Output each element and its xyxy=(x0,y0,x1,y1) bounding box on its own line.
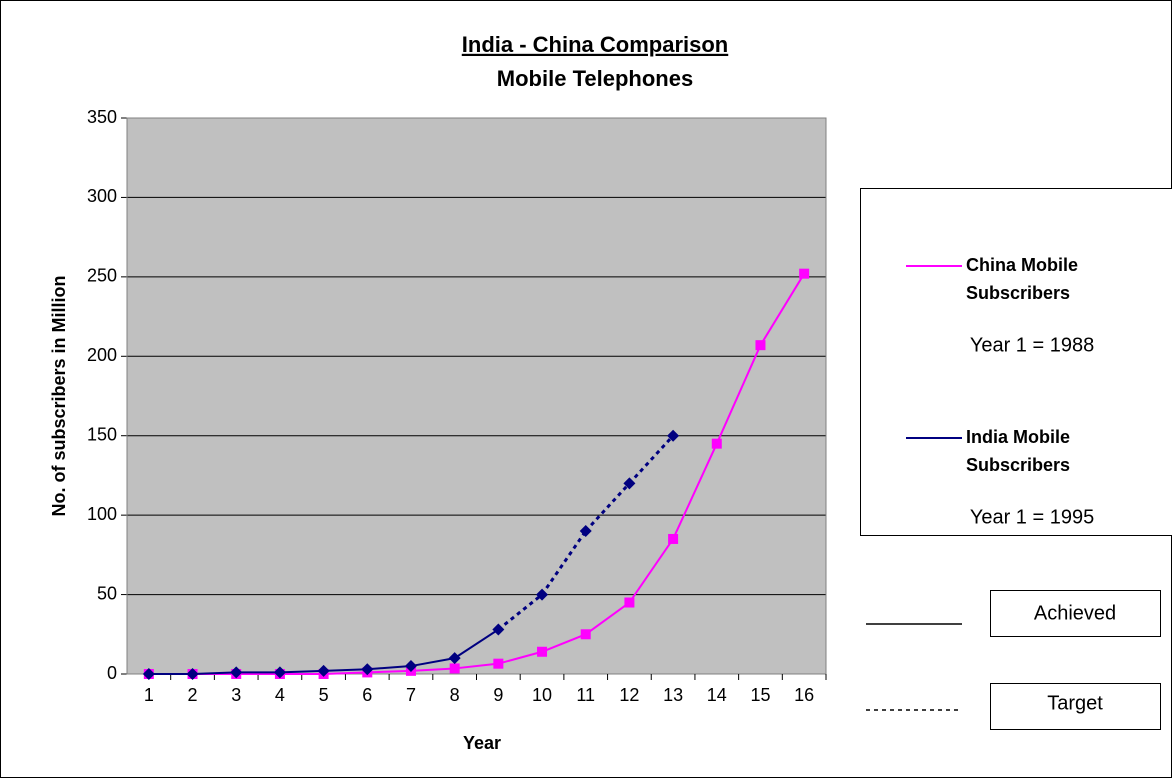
line-segment xyxy=(498,650,543,665)
x-tick-label: 8 xyxy=(450,685,460,705)
point xyxy=(667,429,680,442)
x-axis-label: Year xyxy=(463,733,501,753)
point xyxy=(624,597,635,608)
legend-label: Subscribers xyxy=(966,283,1070,303)
y-tick-label: 150 xyxy=(87,424,117,444)
line-segment xyxy=(628,434,675,485)
point xyxy=(361,663,374,676)
point xyxy=(448,652,461,665)
line-segment xyxy=(454,662,499,670)
legend-box xyxy=(860,188,1172,536)
point xyxy=(536,588,549,601)
y-tick-label: 250 xyxy=(87,266,117,286)
legend-label: China Mobile xyxy=(966,255,1078,275)
line-segment xyxy=(367,665,412,671)
legend-note: Year 1 = 1995 xyxy=(970,506,1094,528)
line-segment xyxy=(279,669,324,674)
point xyxy=(449,663,460,674)
x-tick-label: 7 xyxy=(406,685,416,705)
x-tick-label: 13 xyxy=(663,685,683,705)
point xyxy=(580,629,591,640)
key-label: Target xyxy=(1047,692,1103,714)
key-label: Achieved xyxy=(1034,602,1116,624)
x-tick-label: 12 xyxy=(619,685,639,705)
plot-area xyxy=(121,117,940,680)
line-segment xyxy=(715,344,762,445)
key-box xyxy=(990,683,1161,730)
point xyxy=(668,533,679,544)
line-segment xyxy=(323,671,368,675)
line-segment xyxy=(454,628,499,659)
x-tick-label: 10 xyxy=(532,685,552,705)
point xyxy=(623,477,636,490)
point xyxy=(537,646,548,657)
point xyxy=(404,660,417,673)
line-segment xyxy=(584,482,631,533)
point xyxy=(493,658,504,669)
plot-background xyxy=(127,118,826,674)
point xyxy=(142,668,155,680)
key-box xyxy=(990,590,1161,637)
y-tick-label: 0 xyxy=(107,663,117,683)
line-segment xyxy=(497,593,543,631)
legend-label: Subscribers xyxy=(966,455,1070,475)
point xyxy=(273,666,286,679)
x-tick-label: 9 xyxy=(493,685,503,705)
line-segment xyxy=(541,633,587,653)
x-tick-label: 1 xyxy=(144,685,154,705)
point xyxy=(799,268,810,279)
x-tick-label: 3 xyxy=(231,685,241,705)
y-tick-label: 50 xyxy=(97,583,117,603)
y-tick-label: 100 xyxy=(87,504,117,524)
y-tick-label: 300 xyxy=(87,186,117,206)
legend-note: Year 1 = 1988 xyxy=(970,334,1094,356)
x-tick-label: 2 xyxy=(188,685,198,705)
x-tick-label: 16 xyxy=(794,685,814,705)
y-tick-label: 350 xyxy=(87,107,117,127)
line-segment xyxy=(367,669,412,674)
legend-label: India Mobile xyxy=(966,427,1070,447)
y-tick-label: 200 xyxy=(87,345,117,365)
point xyxy=(186,668,199,680)
line-segment xyxy=(759,273,806,346)
line-segment xyxy=(410,667,455,672)
line-segment xyxy=(323,668,368,672)
point xyxy=(492,623,505,636)
line-segment xyxy=(628,538,674,604)
point xyxy=(230,666,243,679)
x-tick-label: 14 xyxy=(707,685,727,705)
x-tick-label: 6 xyxy=(362,685,372,705)
line-segment xyxy=(410,657,455,668)
point xyxy=(317,664,330,677)
line-segment xyxy=(192,671,237,675)
x-tick-label: 5 xyxy=(319,685,329,705)
point xyxy=(579,525,592,538)
line-segment xyxy=(585,601,630,636)
x-tick-label: 11 xyxy=(576,685,595,705)
x-tick-label: 15 xyxy=(750,685,770,705)
y-axis-label: No. of subscribers in Million xyxy=(49,275,69,516)
x-tick-label: 4 xyxy=(275,685,285,705)
chart-subtitle: Mobile Telephones xyxy=(497,66,693,91)
point xyxy=(755,340,766,351)
chart-title: India - China Comparison xyxy=(462,32,728,57)
line-segment xyxy=(672,443,718,540)
line-segment xyxy=(540,530,587,596)
point xyxy=(711,438,722,449)
